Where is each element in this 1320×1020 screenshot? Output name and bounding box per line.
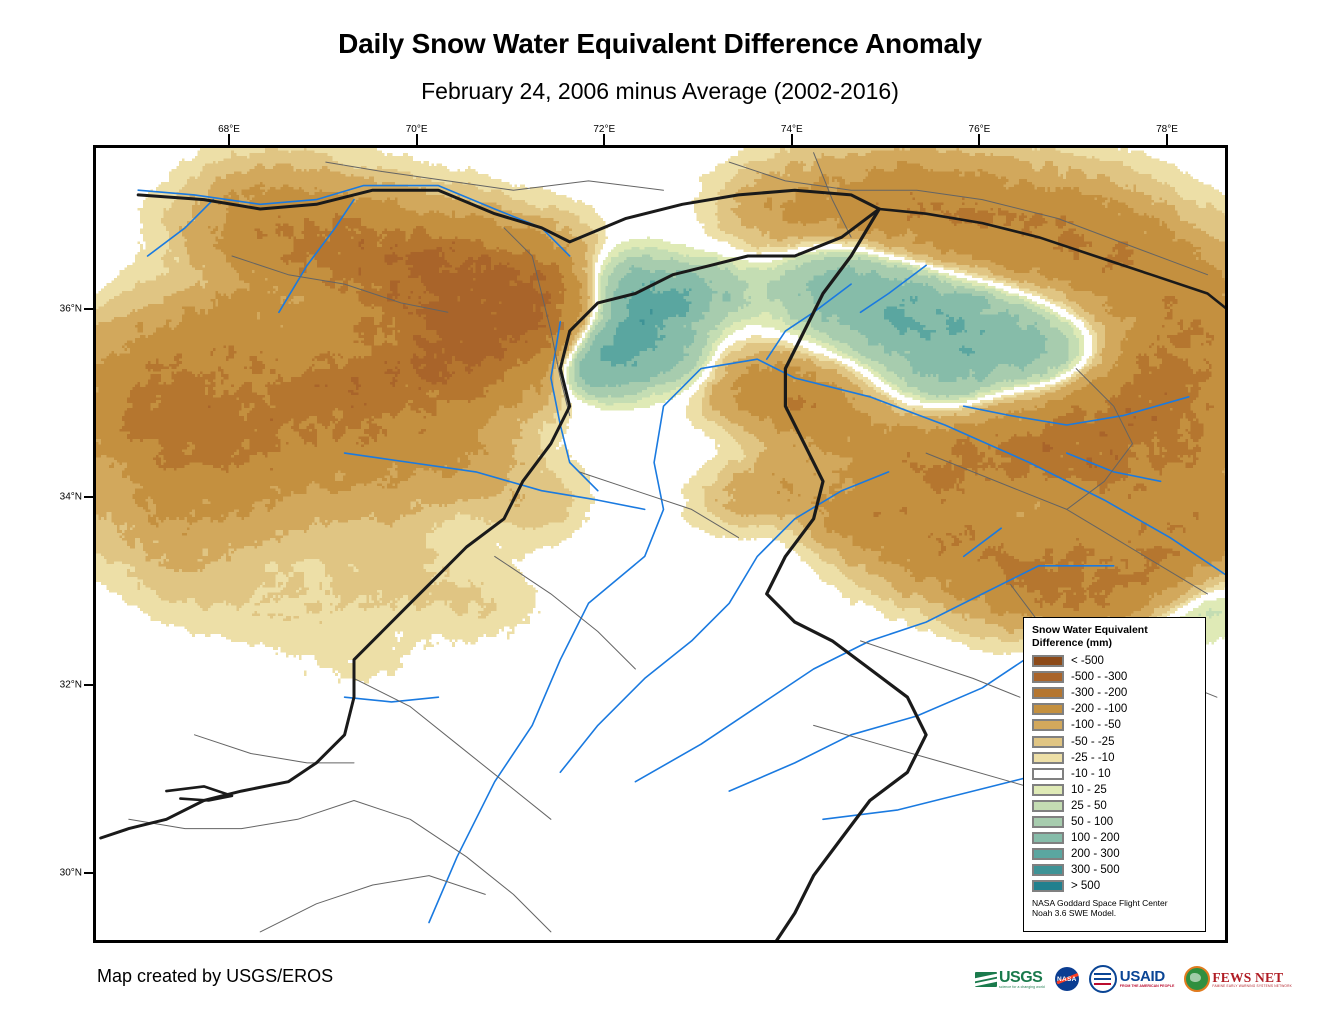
longitude-tick	[228, 134, 230, 145]
fews-globe-icon	[1184, 966, 1210, 992]
legend-color-swatch	[1032, 784, 1064, 796]
legend-color-swatch	[1032, 768, 1064, 780]
latitude-label: 30°N	[52, 867, 82, 878]
latitude-label: 36°N	[52, 304, 82, 315]
legend-color-swatch	[1032, 752, 1064, 764]
legend-row: -500 - -300	[1032, 669, 1198, 685]
legend-row: 25 - 50	[1032, 798, 1198, 814]
legend-class-label: -100 - -50	[1071, 719, 1121, 731]
legend-class-label: -200 - -100	[1071, 703, 1127, 715]
usgs-wave-icon	[975, 972, 997, 987]
fews-net-logo-text: FEWS NET	[1212, 971, 1292, 984]
latitude-label: 34°N	[52, 492, 82, 503]
usgs-logo-text: USGS	[999, 970, 1045, 985]
longitude-tick	[791, 134, 793, 145]
legend-class-label: -300 - -200	[1071, 687, 1127, 699]
legend-class-label: 50 - 100	[1071, 816, 1113, 828]
admin-boundary	[129, 801, 551, 932]
legend-row: -10 - 10	[1032, 766, 1198, 782]
legend-class-label: 300 - 500	[1071, 864, 1120, 876]
river-line	[345, 697, 439, 702]
river-line	[729, 650, 1038, 791]
fews-net-logo: FEWS NET FAMINE EARLY WARNING SYSTEMS NE…	[1184, 966, 1292, 992]
latitude-label: 32°N	[52, 679, 82, 690]
legend-class-label: 10 - 25	[1071, 784, 1107, 796]
legend-row: -50 - -25	[1032, 733, 1198, 749]
legend-class-label: < -500	[1071, 655, 1104, 667]
legend-color-swatch	[1032, 848, 1064, 860]
legend-color-swatch	[1032, 816, 1064, 828]
legend-row: -300 - -200	[1032, 685, 1198, 701]
legend-color-swatch	[1032, 880, 1064, 892]
nasa-meatball-icon: NASA	[1055, 967, 1079, 991]
legend-color-swatch	[1032, 719, 1064, 731]
legend-color-swatch	[1032, 703, 1064, 715]
legend-color-swatch	[1032, 655, 1064, 667]
legend-title: Snow Water Equivalent Difference (mm)	[1032, 624, 1198, 650]
legend-class-label: 200 - 300	[1071, 848, 1120, 860]
page-subtitle: February 24, 2006 minus Average (2002-20…	[0, 78, 1320, 105]
longitude-tick	[416, 134, 418, 145]
legend-row: -100 - -50	[1032, 717, 1198, 733]
legend-class-label: > 500	[1071, 880, 1100, 892]
legend-color-swatch	[1032, 736, 1064, 748]
legend-row: 100 - 200	[1032, 830, 1198, 846]
legend-class-label: 100 - 200	[1071, 832, 1120, 844]
page-title: Daily Snow Water Equivalent Difference A…	[0, 28, 1320, 60]
usgs-logo: USGS science for a changing world	[975, 970, 1045, 989]
legend-row: -200 - -100	[1032, 701, 1198, 717]
admin-boundary	[260, 876, 485, 932]
agency-logo-row: USGS science for a changing world NASA U…	[975, 962, 1292, 996]
nasa-logo: NASA	[1055, 967, 1079, 991]
usaid-logo: USAID FROM THE AMERICAN PEOPLE	[1089, 965, 1175, 993]
longitude-tick	[603, 134, 605, 145]
legend-row: > 500	[1032, 878, 1198, 894]
map-credit: Map created by USGS/EROS	[97, 966, 333, 987]
legend-class-list: < -500 -500 - -300 -300 - -200 -200 - -100 -…	[1032, 653, 1198, 894]
legend-row: 50 - 100	[1032, 814, 1198, 830]
usaid-logo-text: USAID	[1120, 970, 1175, 984]
legend-row: 300 - 500	[1032, 862, 1198, 878]
usaid-seal-icon	[1089, 965, 1117, 993]
legend-source-note: NASA Goddard Space Flight Center Noah 3.…	[1032, 898, 1198, 918]
international-border	[166, 786, 232, 800]
legend-class-label: -25 - -10	[1071, 752, 1114, 764]
longitude-tick	[1166, 134, 1168, 145]
legend-row: < -500	[1032, 653, 1198, 669]
legend-class-label: 25 - 50	[1071, 800, 1107, 812]
legend-color-swatch	[1032, 687, 1064, 699]
admin-boundary	[354, 678, 551, 819]
longitude-tick	[978, 134, 980, 145]
legend-row: 200 - 300	[1032, 846, 1198, 862]
legend-row: -25 - -10	[1032, 750, 1198, 766]
legend-color-swatch	[1032, 800, 1064, 812]
fews-net-logo-tagline: FAMINE EARLY WARNING SYSTEMS NETWORK	[1212, 984, 1292, 988]
legend-color-swatch	[1032, 832, 1064, 844]
nasa-logo-text: NASA	[1055, 967, 1079, 991]
legend-class-label: -50 - -25	[1071, 736, 1114, 748]
legend-color-swatch	[1032, 671, 1064, 683]
usaid-logo-tagline: FROM THE AMERICAN PEOPLE	[1120, 984, 1175, 988]
legend-class-label: -500 - -300	[1071, 671, 1127, 683]
usaid-seal-bars	[1094, 978, 1111, 980]
legend-class-label: -10 - 10	[1071, 768, 1111, 780]
legend-row: 10 - 25	[1032, 782, 1198, 798]
legend-color-swatch	[1032, 864, 1064, 876]
usgs-logo-tagline: science for a changing world	[999, 985, 1045, 989]
map-legend: Snow Water Equivalent Difference (mm) < …	[1023, 617, 1206, 932]
